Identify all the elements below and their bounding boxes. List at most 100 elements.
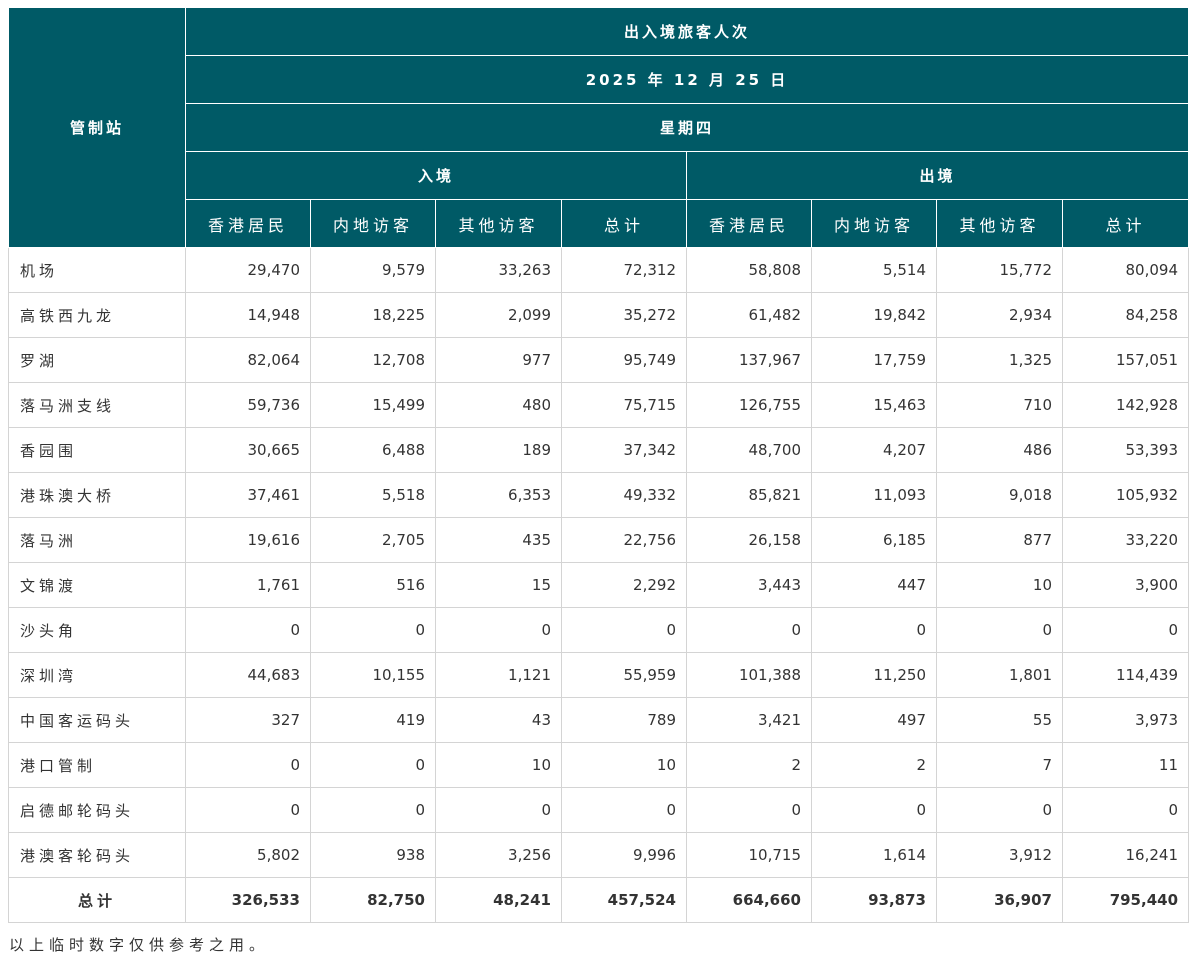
arrival-hk-residents-cell: 59,736 [185,382,311,428]
control-point-name: 港珠澳大桥 [8,472,186,518]
departure-other-visitors-cell: 0 [936,787,1063,833]
departure-mainland-visitors-cell: 2 [811,742,937,788]
table-row: 落马洲 19,616 2,705 435 22,756 26,158 6,185 877 33,… [8,517,1190,563]
arrival-hk-residents-cell: 0 [185,607,311,653]
departure-other-visitors-cell: 3,912 [936,832,1063,878]
arrival-mainland-visitors-cell: 18,225 [310,292,436,338]
departure-total-cell: 0 [1061,607,1190,653]
arrival-total-cell: 2,292 [561,562,687,608]
departure-mainland-visitors-cell: 1,614 [811,832,937,878]
control-point-name: 启德邮轮码头 [8,787,186,833]
departure-other-visitors-cell: 1,325 [936,337,1063,383]
control-point-name: 香园围 [8,427,186,473]
departure-total-cell: 3,973 [1061,697,1190,743]
departure-total-cell: 84,258 [1061,292,1190,338]
arrival-hk-residents-cell: 44,683 [185,652,311,698]
table-row: 落马洲支线 59,736 15,499 480 75,715 126,755 15,463 7… [8,382,1190,428]
departure-total-cell: 80,094 [1061,247,1190,293]
departure-mainland-visitors-cell: 19,842 [811,292,937,338]
departure-hk-residents-cell: 2 [686,742,812,788]
departure-other-visitors-cell: 486 [936,427,1063,473]
arrival-header: 入境 [185,151,687,200]
passenger-traffic-table-container: 管制站 出入境旅客人次 2025 年 12 月 25 日 星期四 入境 出境 香… [8,7,1190,923]
arrival-mainland-visitors-cell: 0 [310,607,436,653]
control-point-name: 深圳湾 [8,652,186,698]
departure-hk-residents-cell: 137,967 [686,337,812,383]
departure-mainland-visitors-cell: 447 [811,562,937,608]
departure-other-visitors-cell: 2,934 [936,292,1063,338]
departure-other-visitors-cell: 10 [936,562,1063,608]
table-row: 中国客运码头 327 419 43 789 3,421 497 55 3,973 [8,697,1190,743]
departure-hk-residents-cell: 664,660 [686,877,812,923]
departure-total-cell: 0 [1061,787,1190,833]
control-point-name: 机场 [8,247,186,293]
table-row: 港澳客轮码头 5,802 938 3,256 9,996 10,715 1,614 3,912… [8,832,1190,878]
departure-other-visitors-header: 其他访客 [936,199,1063,248]
departure-other-visitors-cell: 55 [936,697,1063,743]
arrival-other-visitors-cell: 43 [435,697,562,743]
arrival-mainland-visitors-cell: 6,488 [310,427,436,473]
table-row: 港口管制 0 0 10 10 2 2 7 11 [8,742,1190,788]
arrival-other-visitors-cell: 48,241 [435,877,562,923]
departure-mainland-visitors-cell: 5,514 [811,247,937,293]
arrival-total-cell: 75,715 [561,382,687,428]
table-row: 文锦渡 1,761 516 15 2,292 3,443 447 10 3,900 [8,562,1190,608]
control-point-name: 文锦渡 [8,562,186,608]
control-point-name: 落马洲 [8,517,186,563]
arrival-other-visitors-header: 其他访客 [435,199,562,248]
departure-total-header: 总计 [1061,199,1190,248]
departure-mainland-visitors-cell: 11,093 [811,472,937,518]
control-point-name: 罗湖 [8,337,186,383]
footnote: 以上临时数字仅供参考之用。 [9,936,270,954]
arrival-mainland-visitors-cell: 938 [310,832,436,878]
arrival-hk-residents-cell: 14,948 [185,292,311,338]
arrival-total-cell: 10 [561,742,687,788]
arrival-mainland-visitors-cell: 0 [310,787,436,833]
control-point-header: 管制站 [8,7,186,248]
departure-total-cell: 157,051 [1061,337,1190,383]
departure-mainland-visitors-cell: 17,759 [811,337,937,383]
arrival-mainland-visitors-cell: 419 [310,697,436,743]
departure-mainland-visitors-cell: 0 [811,607,937,653]
table-row: 机场 29,470 9,579 33,263 72,312 58,808 5,514 15,7… [8,247,1190,293]
departure-hk-residents-cell: 3,421 [686,697,812,743]
departure-total-cell: 114,439 [1061,652,1190,698]
table-row: 启德邮轮码头 0 0 0 0 0 0 0 0 [8,787,1190,833]
arrival-other-visitors-cell: 189 [435,427,562,473]
arrival-other-visitors-cell: 2,099 [435,292,562,338]
arrival-hk-residents-cell: 30,665 [185,427,311,473]
arrival-total-cell: 37,342 [561,427,687,473]
arrival-mainland-visitors-cell: 10,155 [310,652,436,698]
departure-total-cell: 53,393 [1061,427,1190,473]
departure-hk-residents-header: 香港居民 [686,199,812,248]
table-row: 深圳湾 44,683 10,155 1,121 55,959 101,388 11,250 1… [8,652,1190,698]
arrival-hk-residents-cell: 29,470 [185,247,311,293]
arrival-total-cell: 9,996 [561,832,687,878]
departure-hk-residents-cell: 101,388 [686,652,812,698]
departure-mainland-visitors-cell: 0 [811,787,937,833]
departure-hk-residents-cell: 48,700 [686,427,812,473]
total-row: 总计 326,533 82,750 48,241 457,524 664,660 93,87… [8,877,1190,923]
departure-mainland-visitors-cell: 93,873 [811,877,937,923]
arrival-other-visitors-cell: 33,263 [435,247,562,293]
departure-other-visitors-cell: 15,772 [936,247,1063,293]
departure-total-cell: 105,932 [1061,472,1190,518]
departure-hk-residents-cell: 0 [686,607,812,653]
arrival-hk-residents-cell: 0 [185,742,311,788]
arrival-other-visitors-cell: 10 [435,742,562,788]
arrival-other-visitors-cell: 6,353 [435,472,562,518]
arrival-total-cell: 72,312 [561,247,687,293]
arrival-other-visitors-cell: 0 [435,607,562,653]
departure-hk-residents-cell: 0 [686,787,812,833]
arrival-other-visitors-cell: 435 [435,517,562,563]
control-point-name: 中国客运码头 [8,697,186,743]
departure-other-visitors-cell: 36,907 [936,877,1063,923]
arrival-total-cell: 35,272 [561,292,687,338]
arrival-hk-residents-cell: 37,461 [185,472,311,518]
table-header: 管制站 出入境旅客人次 2025 年 12 月 25 日 星期四 入境 出境 香… [8,7,1190,248]
arrival-mainland-visitors-cell: 5,518 [310,472,436,518]
table-row: 港珠澳大桥 37,461 5,518 6,353 49,332 85,821 11,093 9… [8,472,1190,518]
table-row: 高铁西九龙 14,948 18,225 2,099 35,272 61,482 19,842… [8,292,1190,338]
report-weekday: 星期四 [184,103,1190,152]
departure-mainland-visitors-header: 内地访客 [811,199,937,248]
